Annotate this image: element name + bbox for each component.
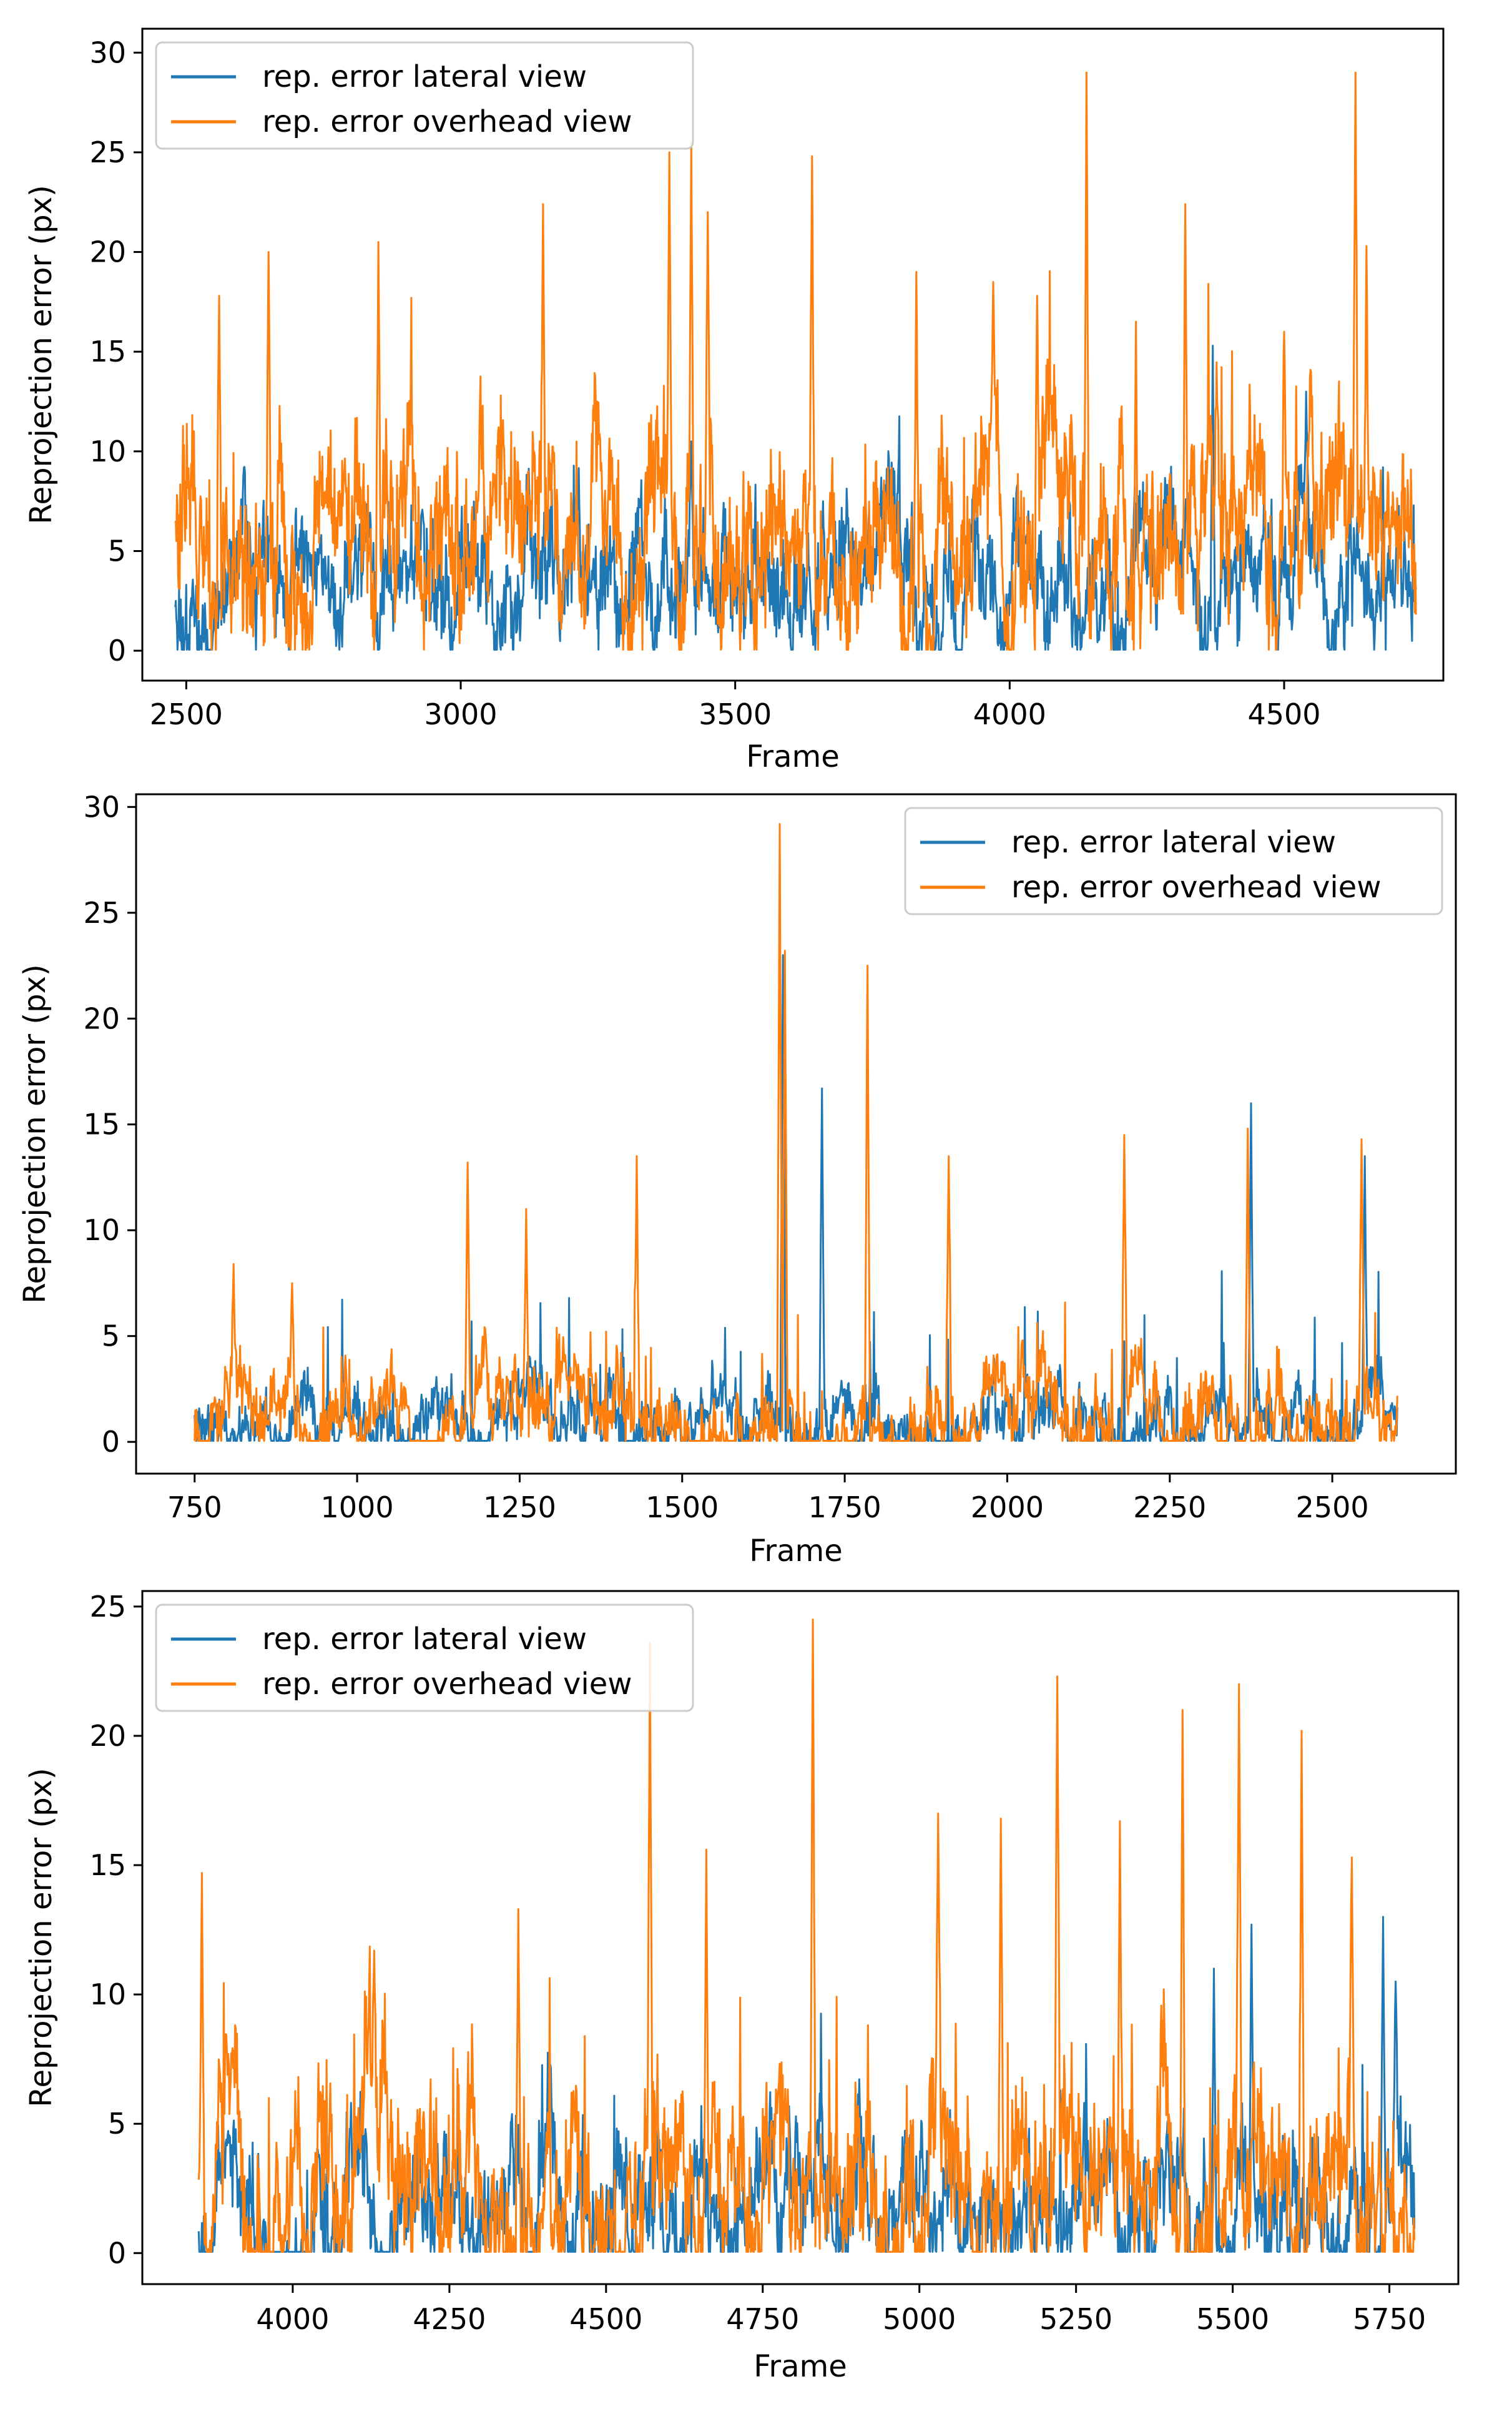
y-tick-label: 25 xyxy=(89,1590,126,1623)
x-tick-label: 2500 xyxy=(1296,1490,1369,1524)
legend: rep. error lateral view rep. error overhe… xyxy=(155,41,694,150)
x-tick-label: 5250 xyxy=(1039,2302,1112,2336)
series-line-overhead xyxy=(174,71,1417,651)
x-tick-label: 5750 xyxy=(1353,2302,1426,2336)
x-tick-label: 1500 xyxy=(646,1490,719,1524)
x-axis-label: Frame xyxy=(746,739,840,774)
x-tick-label: 2250 xyxy=(1133,1490,1206,1524)
x-axis-label: Frame xyxy=(749,1534,843,1569)
chart-panel-2: 750 1000 1250 1500 1750 2000 2250 2500 0 5 10 15 20 2… xyxy=(0,781,1512,1586)
y-tick-label: 15 xyxy=(89,1848,126,1882)
y-tick-label: 30 xyxy=(83,790,120,824)
y-tick-label: 0 xyxy=(108,634,126,668)
x-tick-label: 4500 xyxy=(569,2302,642,2336)
legend-box xyxy=(155,41,694,150)
legend-label-overhead: rep. error overhead view xyxy=(262,1667,632,1702)
y-tick-label: 0 xyxy=(102,1425,120,1459)
series-line-lateral xyxy=(194,954,1398,1442)
y-axis-label: Reprojection error (px) xyxy=(24,185,59,525)
legend-label-overhead: rep. error overhead view xyxy=(262,104,632,139)
y-tick-label: 0 xyxy=(108,2236,126,2270)
x-tick-label: 750 xyxy=(167,1490,222,1524)
y-tick-label: 25 xyxy=(89,135,126,169)
axes-frame xyxy=(135,793,1457,1475)
y-tick-label: 25 xyxy=(83,896,120,930)
legend-box xyxy=(155,1604,694,1712)
legend-label-lateral: rep. error lateral view xyxy=(262,1622,587,1657)
legend-label-lateral: rep. error lateral view xyxy=(262,59,587,94)
series-line-lateral xyxy=(197,1916,1416,2253)
y-tick-label: 20 xyxy=(89,1719,126,1753)
x-tick-label: 1750 xyxy=(808,1490,881,1524)
series-line-overhead xyxy=(197,1618,1416,2253)
x-tick-label: 3500 xyxy=(699,697,772,731)
chart-1-canvas: 2500 3000 3500 4000 4500 0 5 10 15 20 25 30 Frame Rep… xyxy=(24,27,1445,774)
x-tick-label: 2500 xyxy=(150,697,223,731)
y-tick-label: 10 xyxy=(83,1213,120,1247)
legend-box xyxy=(904,807,1443,915)
y-tick-label: 10 xyxy=(89,435,126,468)
x-tick-label: 5500 xyxy=(1196,2302,1269,2336)
x-axis-label: Frame xyxy=(754,2349,847,2384)
x-tick-label: 2000 xyxy=(971,1490,1044,1524)
legend-label-overhead: rep. error overhead view xyxy=(1011,870,1381,905)
y-tick-label: 5 xyxy=(102,1319,120,1353)
series-line-lateral xyxy=(174,345,1417,651)
y-tick-label: 5 xyxy=(108,2107,126,2141)
series-line-overhead xyxy=(194,823,1398,1442)
x-tick-label: 4750 xyxy=(726,2302,799,2336)
y-tick-label: 20 xyxy=(83,1002,120,1035)
x-tick-label: 5000 xyxy=(883,2302,956,2336)
axes-frame xyxy=(141,27,1445,682)
axes-frame xyxy=(141,1590,1460,2285)
x-tick-label: 1000 xyxy=(321,1490,394,1524)
chart-panel-3: 4000 4250 4500 4750 5000 5250 5500 5750 0 5 10 15 20… xyxy=(0,1586,1512,2412)
legend: rep. error lateral view rep. error overhe… xyxy=(155,1604,694,1712)
x-tick-label: 3000 xyxy=(424,697,497,731)
y-tick-label: 30 xyxy=(89,36,126,69)
chart-panel-1: 2500 3000 3500 4000 4500 0 5 10 15 20 25 30 Frame Rep… xyxy=(0,0,1512,781)
y-tick-label: 10 xyxy=(89,1978,126,2011)
y-axis-label: Reprojection error (px) xyxy=(24,1768,59,2107)
legend-label-lateral: rep. error lateral view xyxy=(1011,825,1336,860)
x-tick-label: 4000 xyxy=(973,697,1046,731)
y-tick-label: 5 xyxy=(108,534,126,568)
x-tick-label: 1250 xyxy=(483,1490,556,1524)
y-tick-label: 15 xyxy=(83,1108,120,1141)
x-tick-label: 4500 xyxy=(1247,697,1320,731)
chart-2-canvas: 750 1000 1250 1500 1750 2000 2250 2500 0 5 10 15 20 2… xyxy=(17,790,1457,1569)
x-tick-label: 4000 xyxy=(256,2302,329,2336)
y-tick-label: 15 xyxy=(89,335,126,368)
chart-3-canvas: 4000 4250 4500 4750 5000 5250 5500 5750 0 5 10 15 20… xyxy=(24,1590,1460,2384)
y-axis-label: Reprojection error (px) xyxy=(17,964,52,1304)
legend: rep. error lateral view rep. error overhe… xyxy=(904,807,1443,915)
y-tick-label: 20 xyxy=(89,235,126,269)
x-tick-label: 4250 xyxy=(413,2302,486,2336)
